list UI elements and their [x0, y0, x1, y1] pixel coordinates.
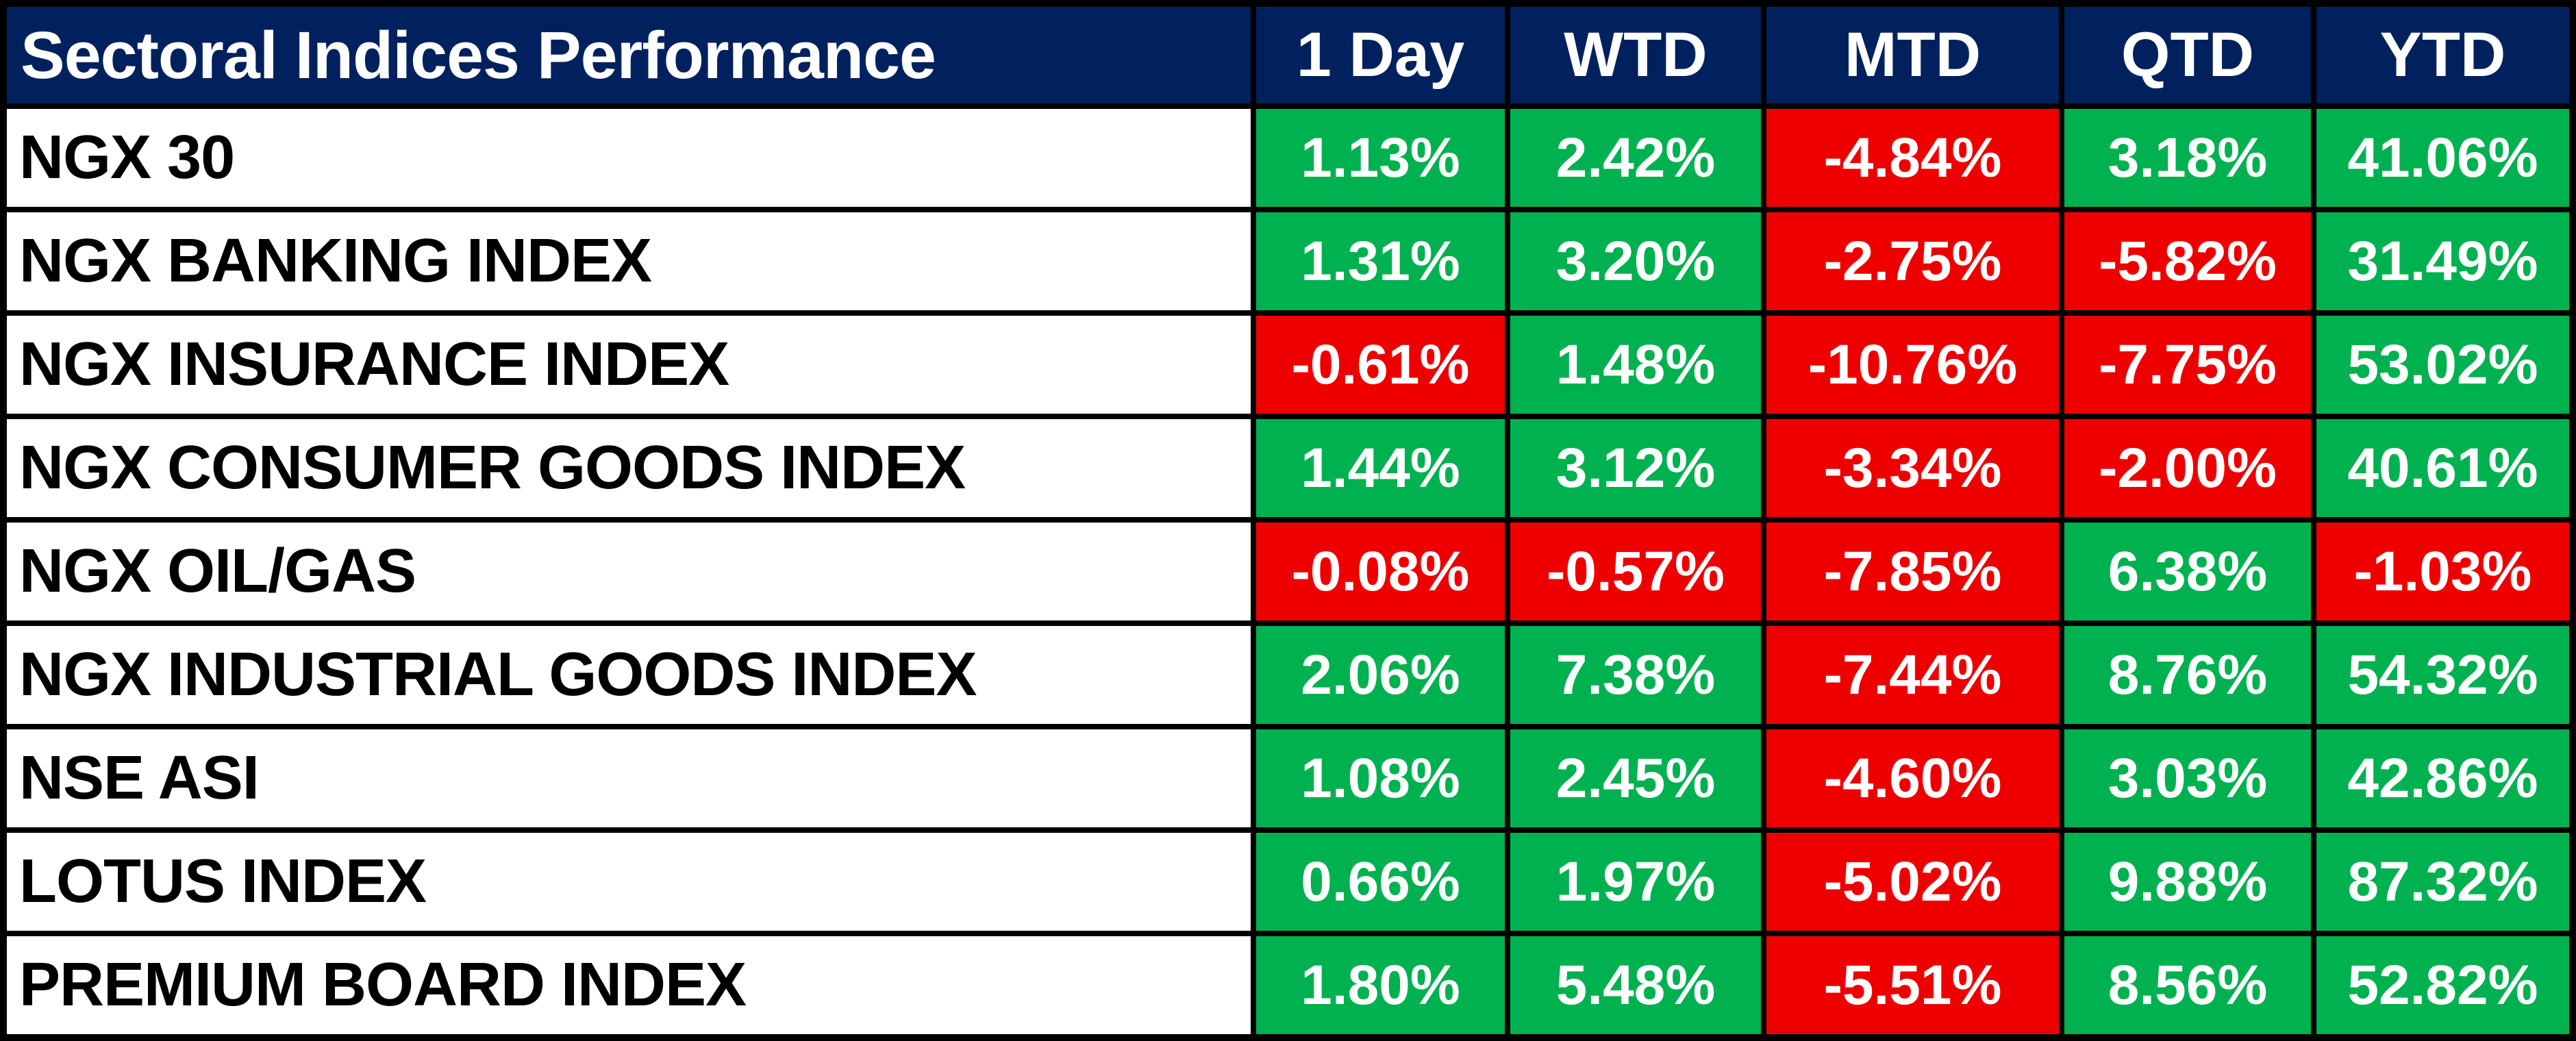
- value-cell: 9.88%: [2064, 833, 2311, 931]
- column-header-qtd: QTD: [2064, 7, 2311, 103]
- column-header-1day: 1 Day: [1256, 7, 1505, 103]
- value-cell: 8.56%: [2064, 936, 2311, 1034]
- row-label: PREMIUM BOARD INDEX: [7, 936, 1251, 1034]
- value-cell: 2.06%: [1256, 626, 1505, 724]
- table-row: NGX 30 1.13% 2.42% -4.84% 3.18% 41.06%: [7, 109, 2569, 207]
- row-label: NGX BANKING INDEX: [7, 212, 1251, 310]
- row-label: NGX CONSUMER GOODS INDEX: [7, 419, 1251, 517]
- value-cell: 1.13%: [1256, 109, 1505, 207]
- value-cell: 2.45%: [1510, 729, 1761, 827]
- value-cell: -4.60%: [1766, 729, 2059, 827]
- value-cell: -0.57%: [1510, 523, 1761, 620]
- row-label: NGX 30: [7, 109, 1251, 207]
- value-cell: 52.82%: [2316, 936, 2569, 1034]
- value-cell: 54.32%: [2316, 626, 2569, 724]
- value-cell: 31.49%: [2316, 212, 2569, 310]
- value-cell: 1.08%: [1256, 729, 1505, 827]
- value-cell: 1.97%: [1510, 833, 1761, 931]
- value-cell: -7.75%: [2064, 316, 2311, 414]
- value-cell: -5.51%: [1766, 936, 2059, 1034]
- value-cell: 7.38%: [1510, 626, 1761, 724]
- row-label: NGX OIL/GAS: [7, 523, 1251, 620]
- value-cell: -4.84%: [1766, 109, 2059, 207]
- value-cell: 1.44%: [1256, 419, 1505, 517]
- value-cell: 41.06%: [2316, 109, 2569, 207]
- value-cell: 3.03%: [2064, 729, 2311, 827]
- value-cell: 1.80%: [1256, 936, 1505, 1034]
- header-row: Sectoral Indices Performance 1 Day WTD M…: [7, 7, 2569, 103]
- value-cell: -2.75%: [1766, 212, 2059, 310]
- row-label: NGX INDUSTRIAL GOODS INDEX: [7, 626, 1251, 724]
- value-cell: -5.02%: [1766, 833, 2059, 931]
- value-cell: -3.34%: [1766, 419, 2059, 517]
- table-title: Sectoral Indices Performance: [7, 7, 1251, 103]
- value-cell: 42.86%: [2316, 729, 2569, 827]
- value-cell: -0.61%: [1256, 316, 1505, 414]
- row-label: LOTUS INDEX: [7, 833, 1251, 931]
- value-cell: 3.12%: [1510, 419, 1761, 517]
- value-cell: -7.44%: [1766, 626, 2059, 724]
- value-cell: 3.18%: [2064, 109, 2311, 207]
- table-row: NGX OIL/GAS -0.08% -0.57% -7.85% 6.38% -1.03%: [7, 523, 2569, 620]
- table-row: NGX INDUSTRIAL GOODS INDEX 2.06% 7.38% -7.4…: [7, 626, 2569, 724]
- value-cell: -10.76%: [1766, 316, 2059, 414]
- value-cell: 0.66%: [1256, 833, 1505, 931]
- value-cell: 87.32%: [2316, 833, 2569, 931]
- value-cell: 3.20%: [1510, 212, 1761, 310]
- row-label: NGX INSURANCE INDEX: [7, 316, 1251, 414]
- value-cell: -0.08%: [1256, 523, 1505, 620]
- table-row: NGX CONSUMER GOODS INDEX 1.44% 3.12% -3.34%…: [7, 419, 2569, 517]
- table-row: PREMIUM BOARD INDEX 1.80% 5.48% -5.51% 8.56%…: [7, 936, 2569, 1034]
- table-row: NGX INSURANCE INDEX -0.61% 1.48% -10.76% -7.…: [7, 316, 2569, 414]
- value-cell: 5.48%: [1510, 936, 1761, 1034]
- value-cell: 8.76%: [2064, 626, 2311, 724]
- value-cell: 1.48%: [1510, 316, 1761, 414]
- value-cell: 1.31%: [1256, 212, 1505, 310]
- table-row: NGX BANKING INDEX 1.31% 3.20% -2.75% -5.82% 3…: [7, 212, 2569, 310]
- table-row: NSE ASI 1.08% 2.45% -4.60% 3.03% 42.86%: [7, 729, 2569, 827]
- column-header-ytd: YTD: [2316, 7, 2569, 103]
- value-cell: 40.61%: [2316, 419, 2569, 517]
- row-label: NSE ASI: [7, 729, 1251, 827]
- column-header-wtd: WTD: [1510, 7, 1761, 103]
- value-cell: 2.42%: [1510, 109, 1761, 207]
- value-cell: -7.85%: [1766, 523, 2059, 620]
- value-cell: 6.38%: [2064, 523, 2311, 620]
- table-row: LOTUS INDEX 0.66% 1.97% -5.02% 9.88% 87.32%: [7, 833, 2569, 931]
- column-header-mtd: MTD: [1766, 7, 2059, 103]
- value-cell: -5.82%: [2064, 212, 2311, 310]
- value-cell: -2.00%: [2064, 419, 2311, 517]
- value-cell: 53.02%: [2316, 316, 2569, 414]
- value-cell: -1.03%: [2316, 523, 2569, 620]
